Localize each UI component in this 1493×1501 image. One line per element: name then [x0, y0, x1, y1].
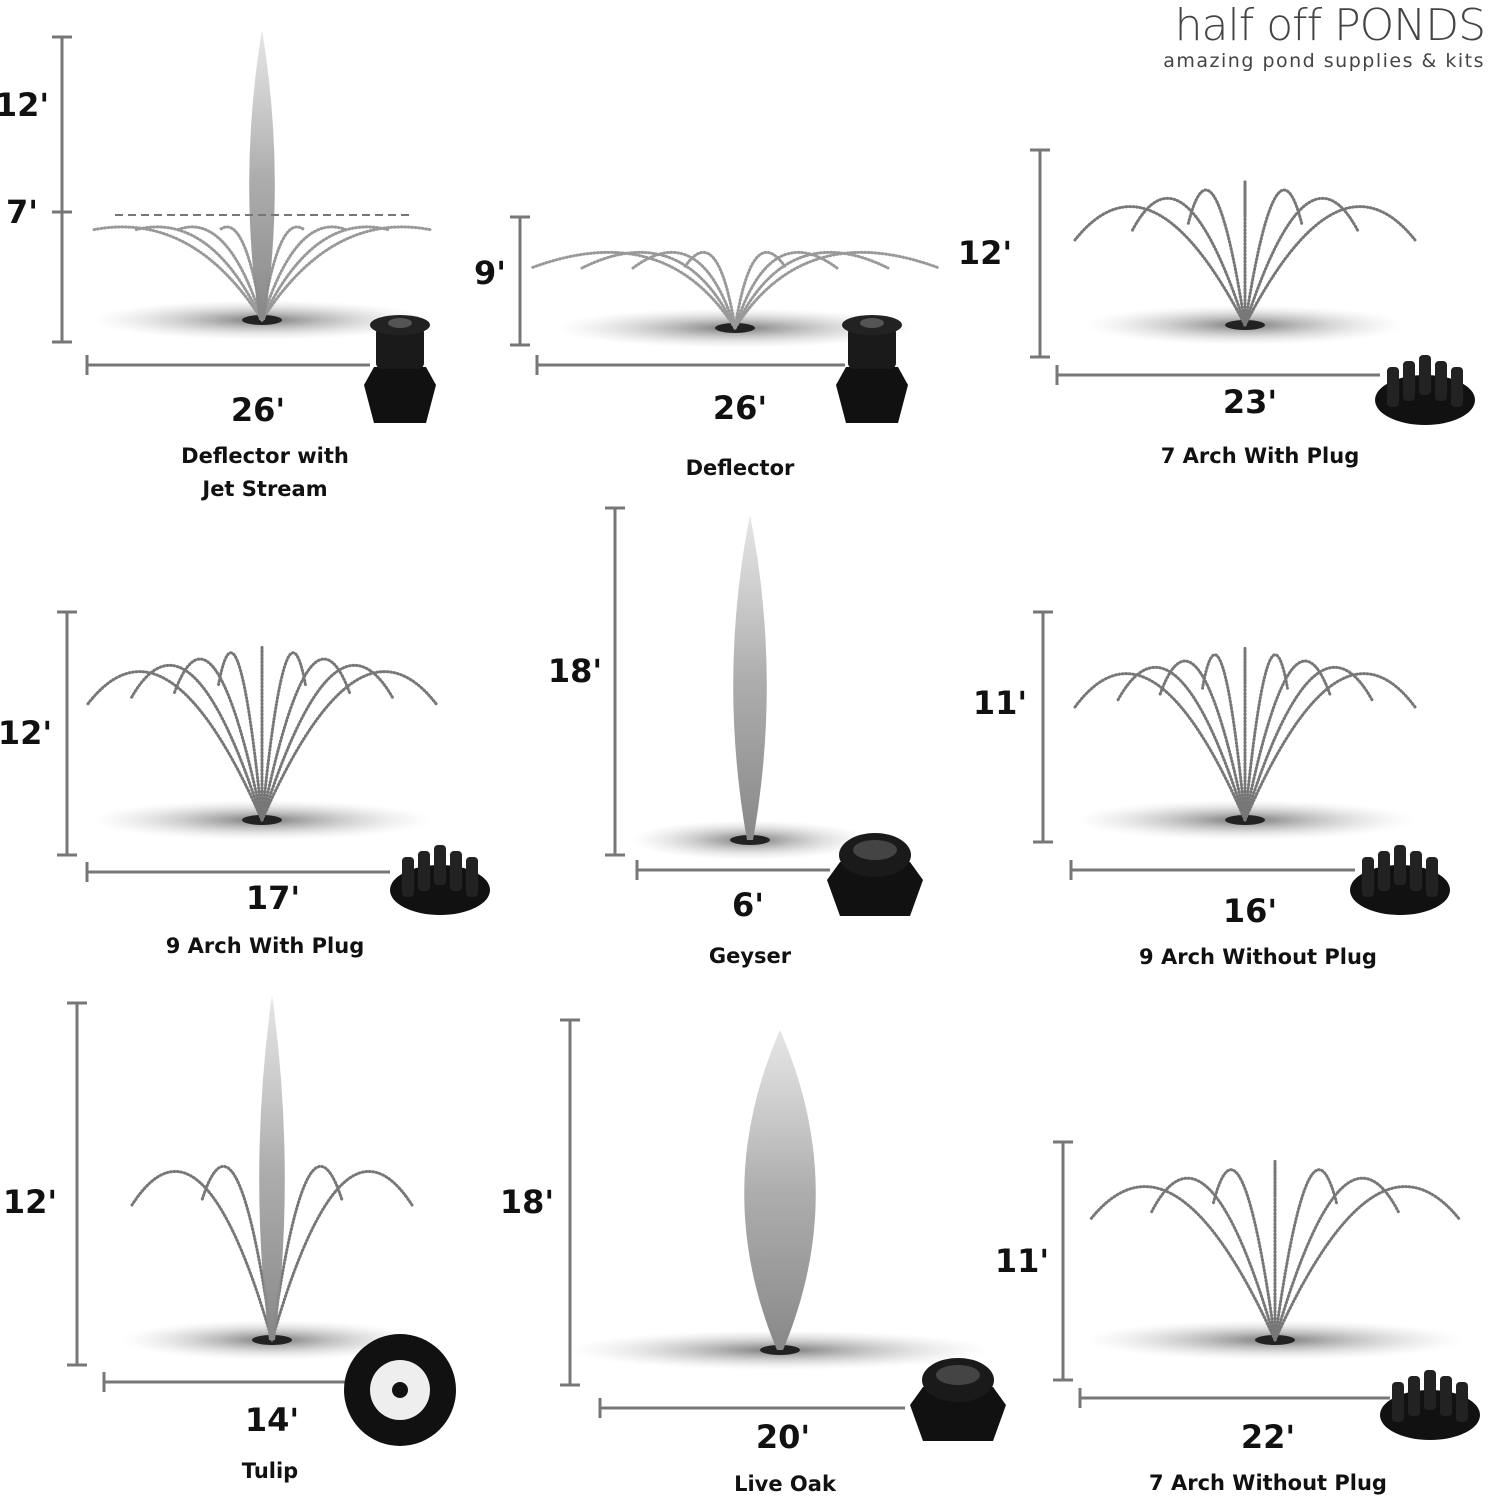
- nozzle-name: Live Oak: [734, 1472, 836, 1496]
- spray-arc: [1073, 205, 1247, 327]
- width-label: 26': [230, 391, 286, 429]
- height-label: 18': [499, 1183, 555, 1221]
- nozzle-name: 9 Arch With Plug: [165, 934, 365, 958]
- jet-stream: [733, 515, 767, 840]
- spray-arc: [200, 1165, 274, 1342]
- height-label: 12': [2, 1183, 58, 1221]
- spray-arc: [270, 1170, 414, 1342]
- width-label: 23': [1222, 383, 1278, 421]
- logo-tagline: amazing pond supplies & kits: [1163, 50, 1485, 72]
- nozzle-name: Tulip: [241, 1459, 299, 1483]
- nozzle-name: Deflector: [685, 456, 795, 480]
- nozzle-name: 7 Arch Without Plug: [1149, 1471, 1387, 1495]
- spray-arc: [1211, 1168, 1277, 1342]
- nozzle-name: Geyser: [708, 944, 792, 968]
- geyser-nozzle-icon: [910, 1358, 1006, 1441]
- spray-arc: [1243, 205, 1417, 327]
- width-label: 16': [1222, 892, 1278, 930]
- spray-arc: [1273, 1185, 1462, 1342]
- spray-arc: [1273, 1176, 1400, 1342]
- fountain-panel: [52, 30, 436, 423]
- spray-arc: [1243, 672, 1417, 822]
- nozzle-name: 9 Arch Without Plug: [1139, 945, 1377, 969]
- width-label: 20': [755, 1418, 811, 1456]
- height-label: 9': [473, 254, 507, 292]
- deflector-nozzle-icon: [364, 315, 436, 423]
- arch-nozzle-icon: [1350, 845, 1450, 915]
- deflector-nozzle-icon: [836, 315, 908, 423]
- spray-arc: [260, 651, 308, 822]
- width-label: 22': [1240, 1418, 1296, 1456]
- jet-stream: [259, 995, 285, 1340]
- spray-arc: [260, 663, 395, 822]
- height-label: 11': [994, 1242, 1050, 1280]
- spray-arc: [1243, 653, 1289, 822]
- jet-stream: [249, 30, 275, 320]
- height-label: 12': [957, 234, 1013, 272]
- fountain-panel: [560, 1018, 1006, 1441]
- spray-arc: [260, 670, 439, 822]
- height-label: 12': [0, 86, 50, 124]
- nozzle-name: Deflector with Jet Stream: [181, 444, 349, 501]
- spray-arc: [1243, 188, 1304, 327]
- fountain-panel: [605, 506, 923, 916]
- spray-arc: [173, 657, 264, 822]
- spray-arc: [270, 1165, 344, 1342]
- fountain-panel: [57, 610, 490, 915]
- spray-arc: [1130, 196, 1247, 327]
- nozzle-name: 7 Arch With Plug: [1160, 444, 1360, 468]
- spray-arc: [1150, 1176, 1277, 1342]
- width-label: 17': [245, 879, 301, 917]
- fountain-panel: [1030, 148, 1475, 425]
- height-label: 18': [547, 652, 603, 690]
- height-label: 11': [972, 684, 1028, 722]
- spray-arc: [85, 670, 264, 822]
- spray-arc: [1273, 1168, 1339, 1342]
- fountain-panel: [67, 995, 456, 1446]
- spray-arc: [1201, 653, 1247, 822]
- fountain-panel: [1033, 610, 1450, 915]
- spray-arc: [1243, 665, 1374, 822]
- logo-brand: half off PONDS: [1174, 0, 1486, 51]
- spray-arc: [1158, 659, 1247, 822]
- spray-arc: [1116, 665, 1247, 822]
- fountain-panel: [510, 215, 941, 423]
- width-label: 26': [712, 389, 768, 427]
- spray-arc: [1088, 1185, 1277, 1342]
- spray-arc: [129, 663, 264, 822]
- spray-arc: [216, 651, 264, 822]
- spray-arc: [130, 1170, 274, 1342]
- spray-arc: [1243, 196, 1360, 327]
- fountain-panel: [1053, 1140, 1480, 1440]
- jet-stream: [744, 1030, 816, 1350]
- width-label: 14': [244, 1401, 300, 1439]
- brand-logo: half off PONDS amazing pond supplies & k…: [1163, 0, 1486, 73]
- tulip-nozzle-icon: [344, 1334, 456, 1446]
- width-label: 6': [731, 886, 765, 924]
- arch-nozzle-icon: [1375, 355, 1475, 425]
- spray-arc: [1073, 672, 1247, 822]
- spray-arc: [1186, 188, 1247, 327]
- height-label: 12': [0, 714, 53, 752]
- arch-nozzle-icon: [1380, 1370, 1480, 1440]
- arch-nozzle-icon: [390, 845, 490, 915]
- geyser-nozzle-icon: [827, 833, 923, 916]
- secondary-height-label: 7': [5, 193, 39, 231]
